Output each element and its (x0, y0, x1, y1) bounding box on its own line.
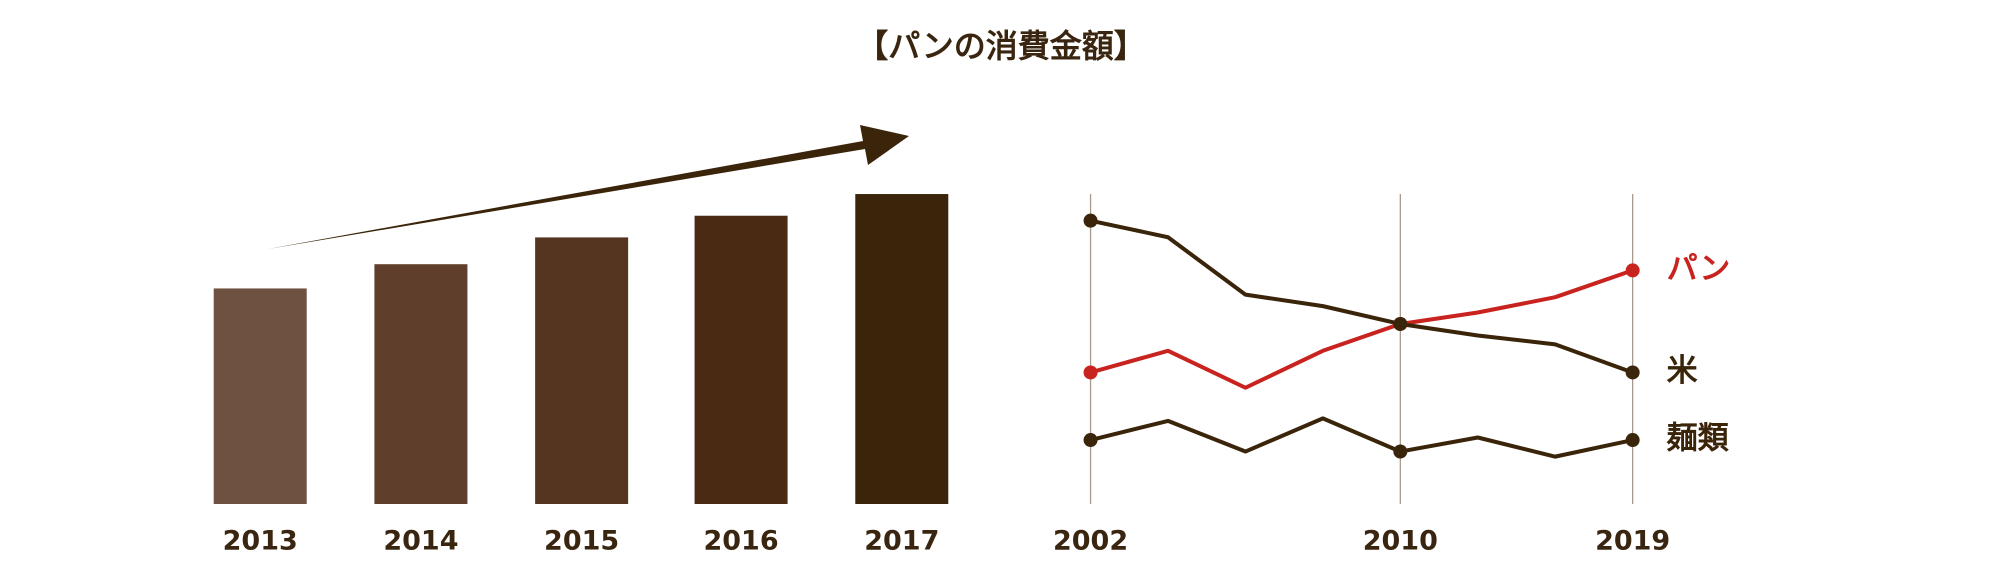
chart-title: 【パンの消費金額】 (856, 27, 1146, 65)
series-label: 麺類 (1666, 421, 1730, 457)
point (1393, 316, 1408, 331)
point (1625, 365, 1640, 380)
x-tick-label: 2002 (1053, 526, 1128, 557)
point (1393, 444, 1408, 459)
x-tick-label: 2010 (1363, 526, 1438, 557)
series-label: パン (1667, 251, 1731, 287)
series-label: 米 (1667, 353, 1698, 389)
point (1625, 263, 1640, 278)
bar (535, 237, 629, 504)
bar (855, 194, 949, 504)
line (1090, 268, 1634, 390)
trend-arrow (268, 125, 909, 249)
point (1083, 213, 1098, 228)
x-tick-label: 2015 (544, 526, 619, 557)
point (1625, 433, 1640, 448)
bar (374, 264, 468, 504)
point (1083, 433, 1098, 448)
x-tick-label: 2017 (864, 526, 939, 557)
x-tick-label: 2014 (383, 526, 458, 557)
line (1090, 218, 1634, 375)
point (1083, 365, 1098, 380)
x-tick-label: 2013 (223, 526, 298, 557)
x-tick-label: 2016 (703, 526, 778, 557)
line (1090, 416, 1634, 459)
bar (213, 288, 307, 504)
bar (694, 215, 788, 505)
x-tick-label: 2019 (1595, 526, 1670, 557)
